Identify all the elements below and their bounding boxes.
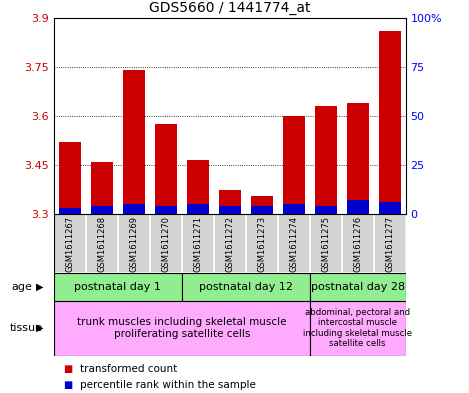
Bar (91, 162, 113, 214)
Text: ■: ■ (63, 380, 73, 390)
Bar (86, 214, 118, 273)
Bar (123, 70, 145, 214)
Text: GSM1611275: GSM1611275 (321, 216, 330, 272)
Bar (378, 31, 401, 214)
Bar (59, 208, 81, 214)
Bar (250, 196, 273, 214)
Text: trunk muscles including skeletal muscle
proliferating satellite cells: trunk muscles including skeletal muscle … (77, 318, 287, 339)
Text: GSM1611270: GSM1611270 (161, 216, 170, 272)
Bar (315, 206, 337, 214)
Bar (310, 214, 342, 273)
Text: ▶: ▶ (36, 323, 44, 333)
Text: age: age (12, 282, 33, 292)
Bar (214, 214, 246, 273)
Bar (187, 204, 209, 214)
Bar (347, 200, 369, 214)
Bar (150, 214, 182, 273)
Bar (374, 214, 406, 273)
Bar (54, 301, 310, 356)
Bar (182, 214, 214, 273)
Bar (282, 116, 305, 214)
Bar (182, 273, 310, 301)
Bar (278, 214, 310, 273)
Bar (347, 103, 369, 214)
Bar (378, 202, 401, 214)
Bar (59, 142, 81, 214)
Bar (187, 160, 209, 214)
Bar (246, 214, 278, 273)
Text: percentile rank within the sample: percentile rank within the sample (80, 380, 256, 390)
Text: GSM1611276: GSM1611276 (353, 216, 362, 272)
Bar (310, 301, 406, 356)
Text: GSM1611273: GSM1611273 (257, 216, 266, 272)
Text: GSM1611269: GSM1611269 (129, 216, 138, 272)
Text: ▶: ▶ (36, 282, 44, 292)
Bar (123, 204, 145, 214)
Text: postnatal day 1: postnatal day 1 (75, 282, 161, 292)
Text: GSM1611277: GSM1611277 (385, 216, 394, 272)
Text: tissue: tissue (9, 323, 42, 333)
Text: GSM1611272: GSM1611272 (225, 216, 234, 272)
Text: ■: ■ (63, 364, 73, 375)
Text: abdominal, pectoral and
intercostal muscle
including skeletal muscle
satellite c: abdominal, pectoral and intercostal musc… (303, 308, 412, 348)
Bar (315, 106, 337, 214)
Bar (118, 214, 150, 273)
Bar (219, 206, 241, 214)
Bar (282, 204, 305, 214)
Bar (91, 206, 113, 214)
Bar (219, 189, 241, 214)
Text: transformed count: transformed count (80, 364, 177, 375)
Text: postnatal day 12: postnatal day 12 (199, 282, 293, 292)
Bar (155, 206, 177, 214)
Text: GSM1611267: GSM1611267 (65, 216, 75, 272)
Bar (310, 273, 406, 301)
Text: GSM1611274: GSM1611274 (289, 216, 298, 272)
Text: GSM1611268: GSM1611268 (98, 216, 106, 272)
Text: postnatal day 28: postnatal day 28 (310, 282, 405, 292)
Title: GDS5660 / 1441774_at: GDS5660 / 1441774_at (149, 1, 310, 15)
Text: GSM1611271: GSM1611271 (193, 216, 202, 272)
Bar (250, 206, 273, 214)
Bar (54, 273, 182, 301)
Bar (54, 214, 86, 273)
Bar (155, 124, 177, 214)
Bar (342, 214, 374, 273)
